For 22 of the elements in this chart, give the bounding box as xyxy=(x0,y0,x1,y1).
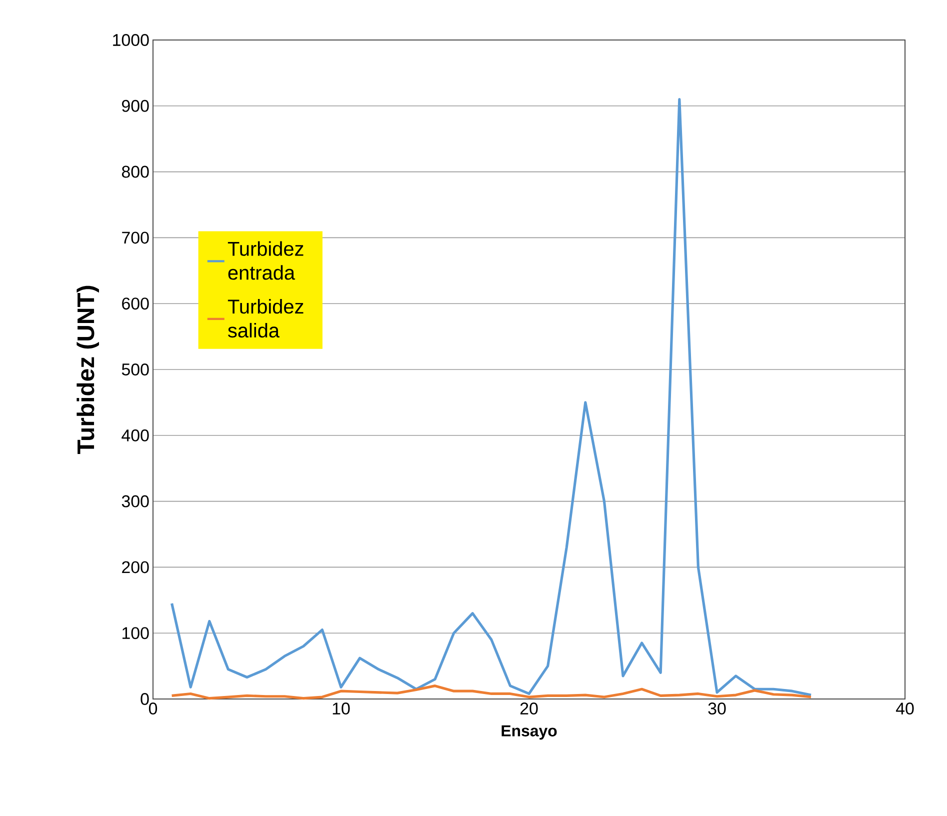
legend-label: Turbidez salida xyxy=(228,299,304,338)
legend-label: Turbidez entrada xyxy=(228,241,304,280)
line-series xyxy=(170,98,812,696)
y-tick-label: 800 xyxy=(122,166,149,178)
x-tick-label: 20 xyxy=(520,702,538,715)
x-axis-title: Ensayo xyxy=(502,725,557,740)
y-tick-label: 0 xyxy=(140,693,149,705)
line-series xyxy=(170,684,812,700)
y-tick-label: 900 xyxy=(122,100,149,112)
y-tick-label: 700 xyxy=(122,232,149,244)
y-tick-label: 500 xyxy=(122,364,149,376)
y-tick-label: 1000 xyxy=(113,34,149,46)
x-tick-label: 10 xyxy=(332,702,350,715)
y-axis-title: Turbidez (UNT) xyxy=(76,286,99,454)
x-tick-label: 40 xyxy=(896,702,914,715)
x-tick-label: 0 xyxy=(148,702,158,715)
y-tick-label: 600 xyxy=(122,298,149,310)
x-tick-label: 30 xyxy=(708,702,726,715)
y-tick-label: 300 xyxy=(122,495,149,508)
y-tick-label: 100 xyxy=(122,627,149,640)
y-tick-label: 200 xyxy=(122,561,149,574)
y-tick-label: 400 xyxy=(122,429,149,442)
